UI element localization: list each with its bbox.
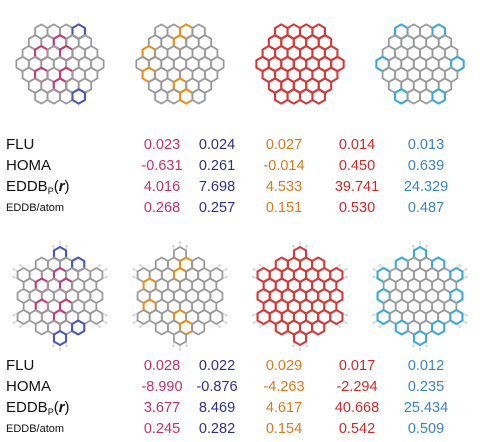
molecule-bottom-1-svg: [12, 241, 108, 351]
value-top-flu-1: 0.023: [143, 137, 181, 153]
value-top-homa-1: -0.631: [141, 158, 183, 174]
value-top-flu-4: 0.014: [338, 137, 376, 153]
value-top-eddb-5: 24.329: [403, 179, 449, 195]
value-bottom-flu-1: 0.028: [143, 358, 181, 374]
molecule-bottom-2: [120, 241, 240, 351]
hex-lattice: [372, 241, 468, 351]
value-bottom-homa-2: -0.876: [196, 379, 238, 395]
value-top-flu-5: 0.013: [407, 137, 445, 153]
value-bottom-homa-5: 0.235: [407, 379, 445, 395]
value-top-eddbatom-1: 0.268: [143, 200, 181, 216]
value-top-homa-2: 0.261: [198, 158, 236, 174]
label-eddb-atom: EDDB/atom: [6, 423, 65, 435]
value-bottom-eddbatom-5: 0.509: [407, 421, 445, 437]
label-eddb-main: EDDB: [6, 399, 48, 416]
molecule-bottom-4: [360, 241, 480, 351]
molecule-top-4: [360, 0, 480, 128]
molecule-top-3-svg: [255, 23, 345, 105]
molecule-top-1: [0, 0, 120, 128]
molecule-bottom-4-svg: [372, 241, 468, 351]
value-bottom-homa-4: -2.294: [336, 379, 378, 395]
value-top-eddb-3: 4.533: [265, 179, 303, 195]
molecule-top-2: [120, 0, 240, 128]
label-eddb: EDDBP(r): [6, 399, 70, 417]
molecule-top-1-svg: [15, 23, 105, 105]
value-top-eddb-2: 7.698: [198, 179, 236, 195]
value-top-eddbatom-2: 0.257: [198, 200, 236, 216]
label-eddb-atom: EDDB/atom: [6, 202, 65, 214]
value-bottom-flu-3: 0.029: [265, 358, 303, 374]
value-bottom-eddb-2: 8.469: [198, 400, 236, 416]
top-panel: FLU HOMA EDDBP(r) EDDB/atom 0.023 0.024 …: [0, 0, 480, 216]
molecule-top-3: [240, 0, 360, 128]
value-top-eddbatom-4: 0.530: [338, 200, 376, 216]
label-eddb-sub: P: [47, 407, 54, 417]
value-bottom-flu-5: 0.012: [407, 358, 445, 374]
label-homa: HOMA: [6, 157, 51, 174]
molecule-bottom-3-svg: [252, 241, 348, 351]
value-top-eddbatom-5: 0.487: [407, 200, 445, 216]
value-bottom-homa-1: -8.990: [141, 379, 183, 395]
value-bottom-eddbatom-3: 0.154: [265, 421, 303, 437]
value-bottom-eddbatom-2: 0.282: [198, 421, 236, 437]
molecule-bottom-3: [240, 241, 360, 351]
value-bottom-flu-4: 0.017: [338, 358, 376, 374]
value-bottom-eddb-5: 25.434: [403, 400, 449, 416]
value-top-eddb-4: 39.741: [334, 179, 380, 195]
label-flu: FLU: [6, 136, 35, 153]
hex-lattice: [15, 23, 105, 105]
label-eddb-arg: r: [58, 178, 65, 195]
value-top-flu-3: 0.027: [265, 137, 303, 153]
molecule-top-4-svg: [375, 23, 465, 105]
molecule-bottom-1: [0, 241, 120, 351]
hex-lattice: [252, 241, 348, 351]
value-top-homa-4: 0.450: [338, 158, 376, 174]
value-top-flu-2: 0.024: [198, 137, 236, 153]
value-bottom-flu-2: 0.022: [198, 358, 236, 374]
value-top-eddbatom-3: 0.151: [265, 200, 303, 216]
label-homa: HOMA: [6, 378, 51, 395]
value-bottom-eddbatom-4: 0.542: [338, 421, 376, 437]
value-bottom-eddbatom-1: 0.245: [143, 421, 181, 437]
value-top-eddb-1: 4.016: [143, 179, 181, 195]
molecule-top-2-svg: [135, 23, 225, 105]
value-top-homa-3: -0.014: [263, 158, 305, 174]
label-eddb-main: EDDB: [6, 178, 48, 195]
label-eddb: EDDBP(r): [6, 178, 70, 196]
value-bottom-eddb-3: 4.617: [265, 400, 303, 416]
value-bottom-eddb-4: 40.668: [334, 400, 380, 416]
hex-lattice: [255, 23, 345, 105]
value-bottom-homa-3: -4.263: [263, 379, 305, 395]
value-top-homa-5: 0.639: [407, 158, 445, 174]
molecule-bottom-2-svg: [132, 241, 228, 351]
label-eddb-sub: P: [47, 186, 54, 196]
hex-lattice: [12, 241, 108, 351]
bottom-panel: FLU HOMA EDDBP(r) EDDB/atom 0.028 0.022 …: [0, 221, 480, 442]
hex-lattice: [132, 241, 228, 351]
label-eddb-arg: r: [58, 399, 65, 416]
label-flu: FLU: [6, 357, 35, 374]
hex-lattice: [135, 23, 225, 105]
hex-lattice: [375, 23, 465, 105]
value-bottom-eddb-1: 3.677: [143, 400, 181, 416]
